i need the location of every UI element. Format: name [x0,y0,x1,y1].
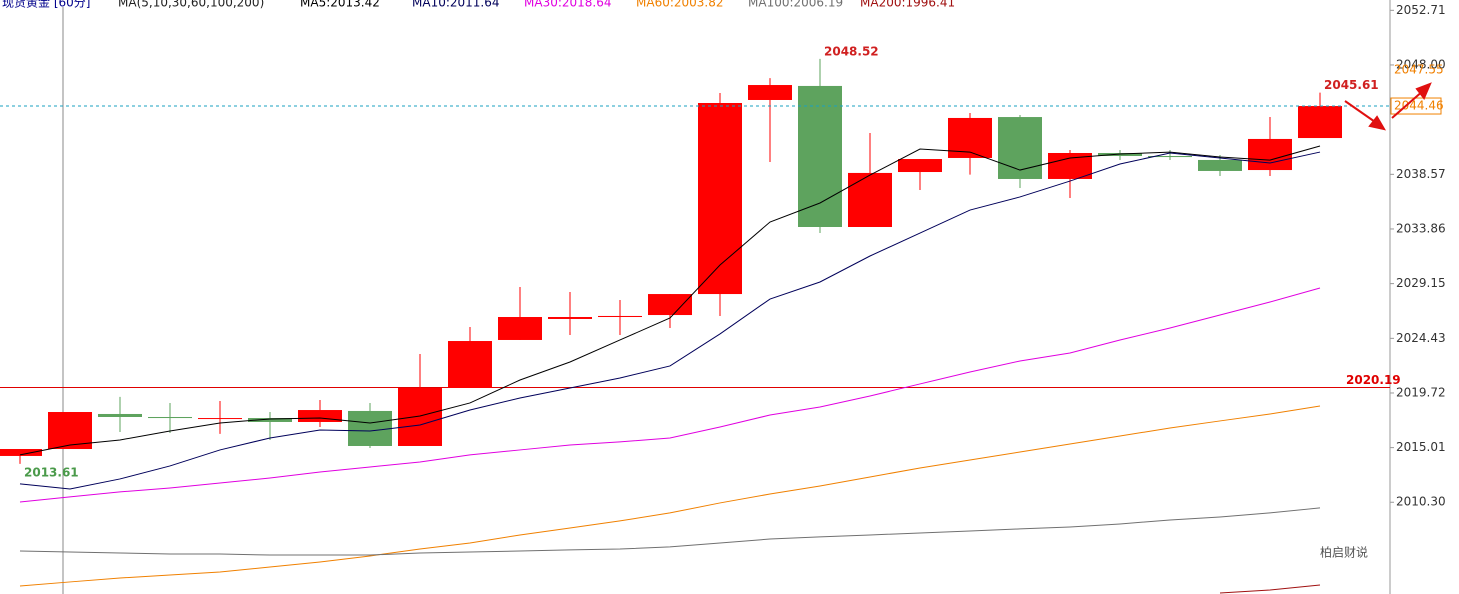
candle-body [48,412,92,450]
candle-body [98,413,142,417]
candle-body [998,117,1042,179]
candle-body [1198,159,1242,171]
candle-body [1148,156,1192,158]
y-tick-label: 2029.15 [1396,276,1446,290]
y-tick-label: 2010.30 [1396,495,1446,509]
legend-entry: MA200:1996.41 [860,0,955,10]
candle-body [298,410,342,422]
candle-body [498,317,542,340]
y-tick-label: 2038.57 [1396,167,1446,181]
ma-line [19,287,1321,503]
y-tick-label: 2048.00 [1396,57,1446,71]
header-bg [0,0,1340,7]
ma-line [19,405,1321,587]
ma-line [1219,584,1321,594]
arrow-head [1368,115,1387,131]
candle-body [898,159,942,173]
legend-entry: MA30:2018.64 [524,0,612,10]
y-tick-label: 2033.86 [1396,221,1446,235]
y-tick-label: 2024.43 [1396,331,1446,345]
candle-body [448,341,492,388]
watermark: 柏启财说 [1320,545,1368,560]
candle-body [1248,138,1292,171]
candle-body [698,103,742,295]
candle-body [198,418,242,420]
candle-body [248,418,292,422]
header-title: 现货黄金 [60分] [2,0,90,10]
candle-body [848,172,892,227]
price-label: 2044.46 [1394,99,1444,113]
candle-body [1298,106,1342,139]
marker-label: 2047.55 [1394,63,1444,77]
arrow-down [1344,100,1379,125]
ma-line [19,151,1321,490]
candle-body [0,449,42,456]
candle-body [598,315,642,318]
header-ma: MA(5,10,30,60,100,200) [118,0,264,10]
y-tick-label: 2015.01 [1396,440,1446,454]
arrows [1344,82,1432,131]
level-label: 2020.19 [1346,373,1401,387]
candle-body [348,410,392,446]
y-tick-label: 2052.71 [1396,3,1446,17]
candle-body [798,85,842,227]
legend-entry: MA5:2013.42 [300,0,380,10]
legend-entry: MA10:2011.64 [412,0,500,10]
legend-entry: MA60:2003.82 [636,0,724,10]
low-label: 2013.61 [24,465,79,479]
ma-line [19,507,1321,556]
candle-body [648,294,692,316]
candle-body [398,387,442,446]
candle-body [148,416,192,419]
arrow-head [1415,82,1432,100]
legend-entry: MA100:2006.19 [748,0,843,10]
candle-body [748,85,792,100]
y-tick-label: 2019.72 [1396,385,1446,399]
high-label: 2045.61 [1324,78,1379,92]
high-label: 2048.52 [824,44,879,58]
candle-body [548,317,592,319]
ma-line [19,145,1321,456]
arrow-up [1391,89,1425,119]
